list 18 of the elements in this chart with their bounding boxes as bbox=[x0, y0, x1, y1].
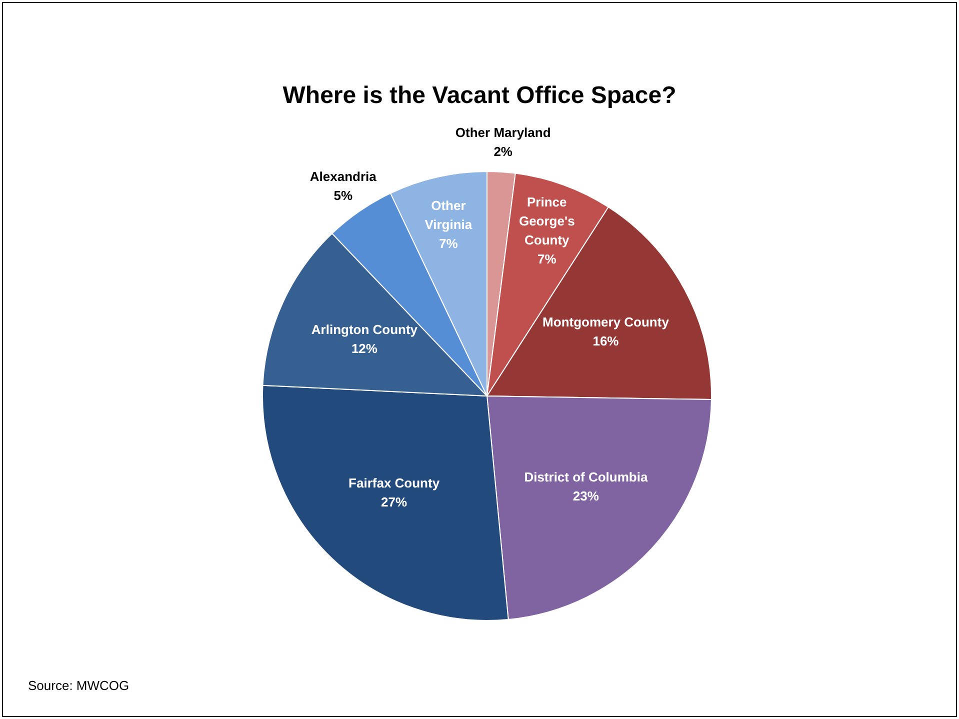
data-label: 12% bbox=[351, 341, 378, 356]
slice-label: Fairfax County bbox=[348, 476, 440, 491]
data-label: 16% bbox=[592, 333, 620, 348]
chart-title: Where is the Vacant Office Space? bbox=[282, 82, 678, 110]
slice-label: Prince George's County bbox=[518, 194, 575, 248]
slice-label: Other Virginia bbox=[424, 198, 473, 232]
source-note: Source: MWCOG bbox=[28, 678, 130, 693]
data-label: 27% bbox=[381, 494, 408, 510]
data-label: 2% bbox=[494, 144, 513, 159]
data-label: 7% bbox=[439, 236, 458, 251]
slice-label: Montgomery County bbox=[542, 314, 670, 330]
data-label: 5% bbox=[334, 188, 353, 204]
slice-label: District of Columbia bbox=[524, 469, 648, 484]
slice-label: Other Maryland bbox=[455, 124, 551, 140]
slice-label: Alexandria bbox=[310, 169, 378, 184]
data-label: 23% bbox=[572, 488, 600, 504]
data-label: 7% bbox=[537, 252, 557, 267]
slice-label: Arlington County bbox=[311, 322, 418, 338]
